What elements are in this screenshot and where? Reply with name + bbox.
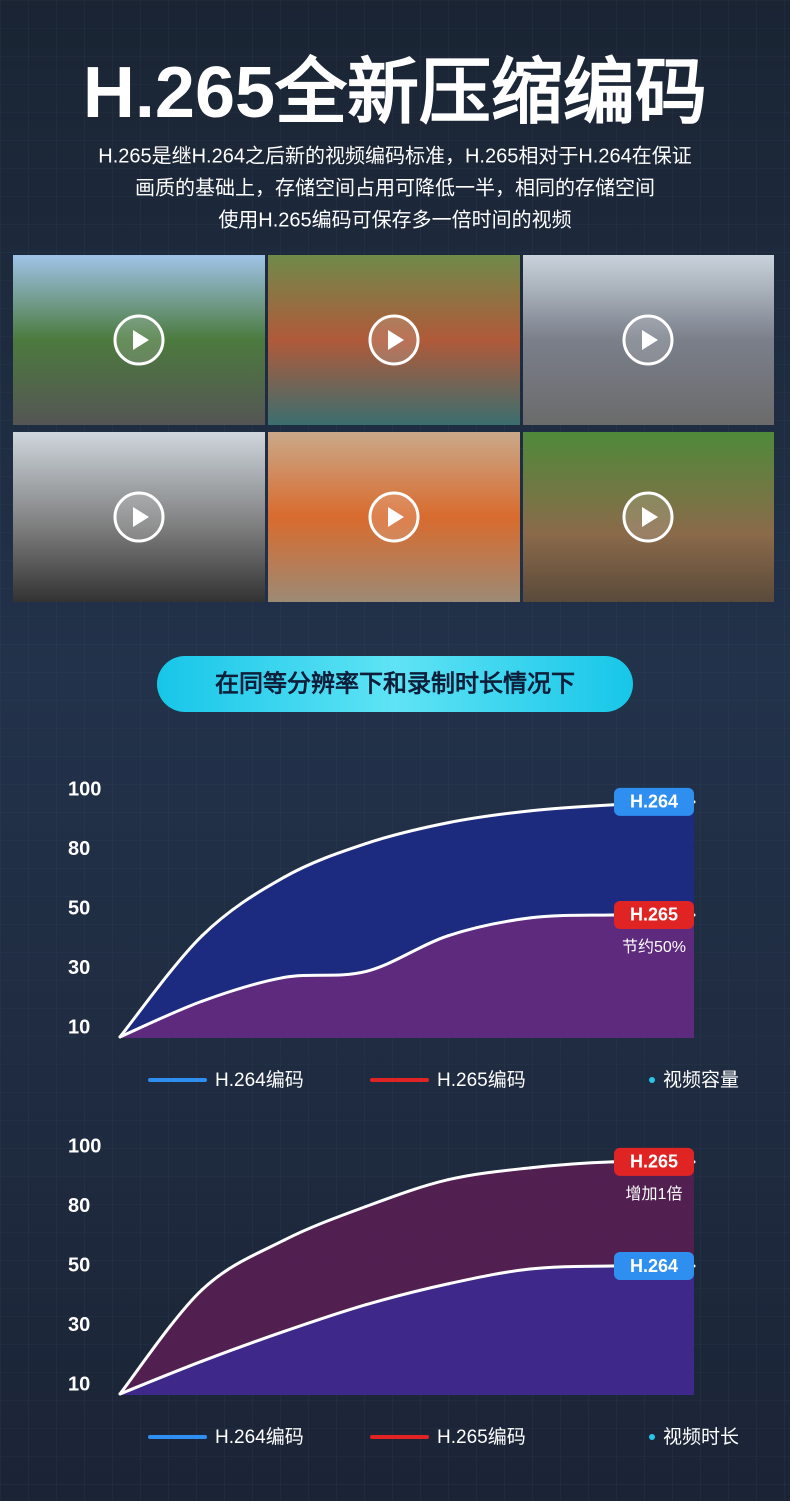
data-point [610, 913, 614, 917]
photo-grid [13, 255, 774, 602]
data-point [364, 1303, 368, 1307]
axis-label-dot [649, 1434, 655, 1440]
legend-label: H.265编码 [437, 1426, 526, 1448]
data-point [528, 1166, 532, 1170]
y-tick-label: 80 [68, 1195, 90, 1217]
data-point [528, 916, 532, 920]
legend-label: H.264编码 [215, 1426, 304, 1448]
y-tick-label: 10 [68, 1016, 90, 1038]
end-label: H.265 [630, 905, 678, 925]
data-point [364, 842, 368, 846]
data-point [282, 875, 286, 879]
data-point [200, 999, 204, 1003]
y-tick-label: 50 [68, 1254, 90, 1276]
end-label: H.265 [630, 1152, 678, 1172]
data-point [282, 1329, 286, 1333]
y-tick-label: 30 [68, 957, 90, 979]
annotation: 增加1倍 [626, 1185, 683, 1203]
data-point [610, 1160, 614, 1164]
subtitle: 画质的基础上，存储空间占用可降低一半，相同的存储空间 [135, 176, 655, 199]
subtitle: H.265是继H.264之后新的视频编码标准，H.265相对于H.264在保证 [98, 144, 691, 167]
series-area [120, 1265, 694, 1395]
legend-label: H.265编码 [437, 1069, 526, 1091]
data-point [446, 821, 450, 825]
data-point [118, 1035, 122, 1039]
y-axis-label: 视频时长 [663, 1426, 739, 1448]
legend-label: H.264编码 [215, 1069, 304, 1091]
data-point [446, 934, 450, 938]
end-label-box [614, 900, 694, 929]
banner [157, 656, 633, 712]
banner-text: 在同等分辨率下和录制时长情况下 [215, 669, 575, 697]
y-tick-label: 100 [68, 1135, 101, 1157]
y-tick-label: 30 [68, 1314, 90, 1336]
y-tick-label: 100 [68, 778, 101, 800]
data-point [364, 969, 368, 973]
data-point [610, 1264, 614, 1268]
end-label-box [614, 1147, 694, 1176]
y-tick-label: 80 [68, 838, 90, 860]
data-point [200, 1359, 204, 1363]
data-point [528, 1267, 532, 1271]
series-line [119, 1264, 695, 1396]
data-point [610, 803, 614, 807]
data-point [200, 1288, 204, 1292]
series-line [119, 913, 695, 1039]
data-point [200, 934, 204, 938]
end-label: H.264 [630, 792, 678, 812]
data-point [528, 809, 532, 813]
subtitle: 使用H.265编码可保存多一倍时间的视频 [218, 208, 571, 231]
annotation: 节约50% [622, 938, 686, 956]
y-tick-label: 10 [68, 1373, 90, 1395]
series-area [120, 914, 694, 1038]
end-label: H.264 [630, 1256, 678, 1276]
data-point [364, 1205, 368, 1208]
data-point [446, 1282, 450, 1286]
data-point [118, 1392, 122, 1396]
end-label-box [614, 787, 694, 816]
data-point [282, 975, 286, 979]
end-label-box [614, 1252, 694, 1280]
axis-label-dot [649, 1077, 655, 1083]
title: H.265全新压缩编码 [83, 53, 707, 133]
y-tick-label: 50 [68, 897, 90, 919]
y-axis-label: 视频容量 [663, 1069, 739, 1091]
data-point [282, 1238, 286, 1242]
data-point [446, 1178, 450, 1182]
